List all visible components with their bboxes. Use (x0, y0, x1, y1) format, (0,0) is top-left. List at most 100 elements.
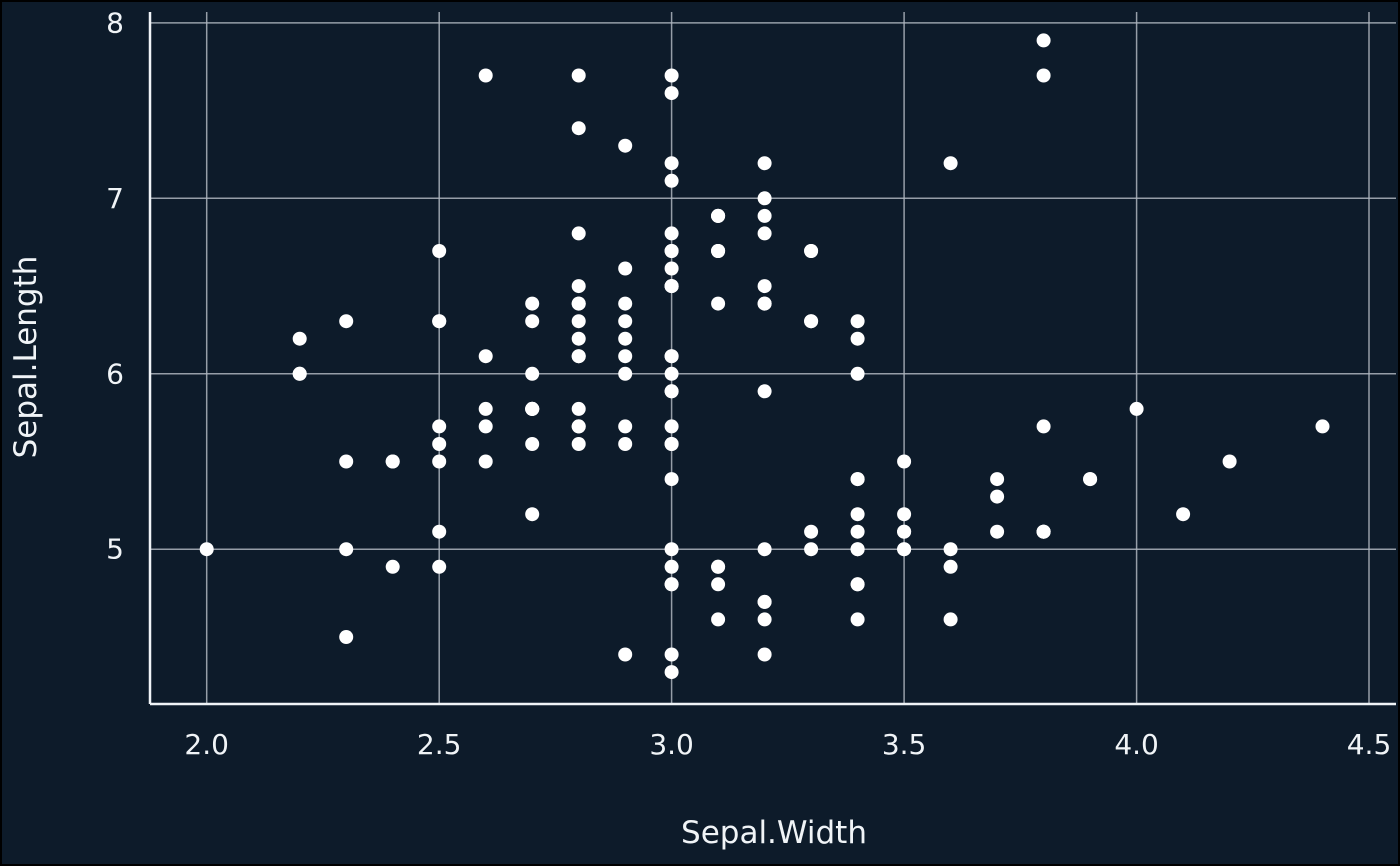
data-point (618, 331, 633, 346)
data-point (525, 437, 540, 451)
axis-lines (148, 12, 1396, 706)
data-point (757, 279, 772, 294)
x-axis-title: Sepal.Width (681, 815, 867, 851)
data-point (990, 472, 1005, 487)
tick-labels: 2.0 2.5 3.0 3.5 4.0 4.5 5 6 7 8 (106, 6, 1391, 761)
data-point (292, 366, 307, 381)
y-tick-label: 6 (106, 357, 124, 390)
data-point (850, 472, 865, 487)
data-point (711, 559, 726, 574)
data-point (339, 630, 354, 644)
data-point (618, 419, 633, 434)
data-point (1222, 454, 1237, 469)
data-point (943, 542, 958, 557)
data-point (618, 261, 633, 276)
data-point (850, 314, 865, 329)
data-point (897, 542, 912, 557)
data-point (1176, 507, 1191, 522)
y-tick-label: 8 (106, 6, 124, 39)
data-point (618, 349, 633, 364)
y-tick-label: 7 (106, 182, 124, 215)
data-point (850, 366, 865, 381)
data-point (757, 647, 772, 662)
data-point (664, 244, 679, 258)
data-point (757, 191, 772, 206)
data-point (571, 226, 586, 241)
data-point (664, 68, 679, 83)
data-point (525, 296, 540, 311)
data-point (664, 366, 679, 381)
data-point (571, 437, 586, 451)
data-point (478, 68, 493, 83)
data-point (618, 314, 633, 329)
data-point (897, 507, 912, 522)
data-point (943, 559, 958, 574)
data-point (571, 279, 586, 294)
data-point (1129, 401, 1144, 416)
data-point (711, 244, 726, 258)
data-point (757, 542, 772, 557)
data-point (711, 577, 726, 592)
x-tick-label: 4.5 (1347, 728, 1392, 761)
x-tick-label: 2.5 (417, 728, 462, 761)
data-point (664, 665, 679, 680)
data-point (664, 542, 679, 557)
data-point (432, 314, 447, 329)
data-point (850, 542, 865, 557)
data-point (804, 244, 819, 258)
data-point (664, 349, 679, 364)
data-points (199, 33, 1330, 680)
data-point (432, 454, 447, 469)
data-point (571, 331, 586, 346)
data-point (432, 244, 447, 258)
data-point (339, 314, 354, 329)
data-point (850, 577, 865, 592)
data-point (478, 454, 493, 469)
data-point (618, 138, 633, 153)
data-point (478, 349, 493, 364)
data-point (385, 559, 400, 574)
data-point (432, 524, 447, 539)
data-point (618, 437, 633, 451)
data-point (1083, 472, 1098, 487)
data-point (478, 401, 493, 416)
data-point (850, 612, 865, 627)
data-point (618, 366, 633, 381)
data-point (850, 524, 865, 539)
data-point (943, 612, 958, 627)
data-point (664, 279, 679, 294)
data-point (432, 559, 447, 574)
data-point (804, 542, 819, 557)
data-point (897, 454, 912, 469)
data-point (757, 384, 772, 399)
x-tick-label: 2.0 (184, 728, 229, 761)
data-point (1036, 33, 1051, 48)
data-point (757, 296, 772, 311)
data-point (664, 577, 679, 592)
data-point (339, 454, 354, 469)
data-point (664, 384, 679, 399)
data-point (757, 226, 772, 241)
data-point (757, 156, 772, 171)
gridlines (150, 12, 1396, 704)
data-point (1315, 419, 1330, 434)
data-point (664, 261, 679, 276)
data-point (571, 296, 586, 311)
data-point (664, 559, 679, 574)
data-point (571, 121, 586, 136)
data-point (525, 507, 540, 522)
data-point (664, 156, 679, 171)
data-point (711, 612, 726, 627)
data-point (850, 507, 865, 522)
data-point (664, 419, 679, 434)
data-point (571, 401, 586, 416)
x-tick-label: 4.0 (1114, 728, 1159, 761)
data-point (850, 331, 865, 346)
data-point (339, 542, 354, 557)
data-point (757, 208, 772, 223)
data-point (618, 647, 633, 662)
data-point (1036, 524, 1051, 539)
data-point (664, 226, 679, 241)
